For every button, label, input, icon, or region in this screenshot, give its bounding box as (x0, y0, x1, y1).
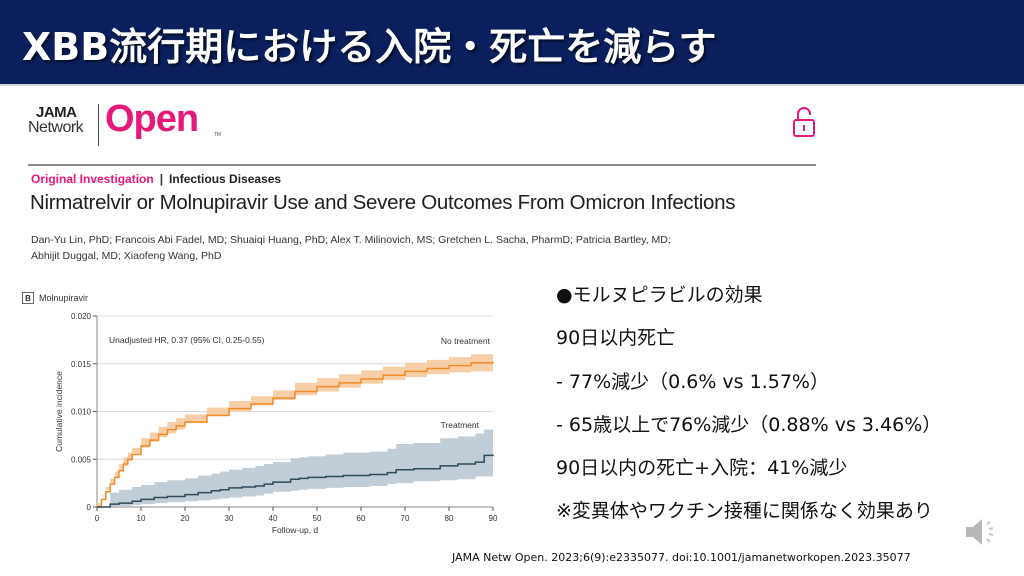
treatment-ci-band (97, 428, 493, 507)
y-tick-label: 0.020 (71, 312, 92, 321)
logo-open: Open (105, 98, 199, 140)
article-title: Nirmatrelvir or Molnupiravir Use and Sev… (30, 191, 736, 214)
y-tick-label: 0.010 (71, 408, 92, 417)
speaker-icon[interactable] (962, 516, 1000, 548)
y-tick-label: 0.015 (71, 360, 92, 369)
summary-item: - 65歳以上で76%減少（0.88% vs 3.46%） (556, 414, 942, 436)
x-tick-label: 0 (95, 514, 100, 523)
logo-tm: TM (214, 132, 222, 138)
summary-item: 90日以内死亡 (556, 327, 676, 349)
y-tick-label: 0.005 (71, 455, 92, 464)
hr-annotation: Unadjusted HR, 0.37 (95% CI, 0.25-0.55) (109, 335, 265, 345)
y-axis-label: Cumulative incidence (54, 371, 64, 452)
authors-line-1: Dan-Yu Lin, PhD; Francois Abi Fadel, MD;… (31, 234, 671, 246)
series-label-no-treatment: No treatment (441, 336, 491, 346)
panel-label: B Molnupiravir (22, 292, 88, 304)
x-tick-label: 60 (357, 514, 366, 523)
cumulative-incidence-chart: 0 0.005 0.010 0.015 0.020 0 10 20 30 40 50 60 70 80 90… (54, 312, 498, 535)
logo-jama: JAMA (36, 104, 77, 121)
article-category: Original Investigation | Infectious Diseas… (31, 172, 281, 186)
summary-item: - 77%減少（0.6% vs 1.57%） (556, 371, 829, 393)
summary-heading: ●モルヌピラビルの効果 (556, 284, 763, 306)
x-tick-label: 30 (225, 514, 234, 523)
open-lock-icon (793, 107, 815, 137)
series-label-treatment: Treatment (441, 420, 480, 430)
summary-item: ※変異体やワクチン接種に関係なく効果あり (556, 500, 933, 522)
panel-letter: B (22, 292, 34, 304)
x-axis-label: Follow-up, d (272, 525, 319, 535)
x-tick-label: 90 (489, 514, 498, 523)
category-primary: Original Investigation (31, 172, 154, 186)
category-secondary: Infectious Diseases (169, 172, 282, 186)
slide-title: XBB流行期における入院・死亡を減らす (22, 25, 717, 69)
title-bar: XBB流行期における入院・死亡を減らす (0, 0, 1024, 86)
no-treatment-curve (97, 361, 494, 508)
x-tick-label: 50 (313, 514, 322, 523)
summary-item: 90日以内の死亡+入院：41%減少 (556, 457, 848, 479)
x-tick-label: 20 (181, 514, 190, 523)
x-tick-label: 70 (401, 514, 410, 523)
treatment-curve (97, 454, 494, 508)
y-tick-label: 0 (87, 503, 92, 512)
panel-name: Molnupiravir (39, 293, 89, 303)
logo-network: Network (28, 119, 84, 136)
citation: JAMA Netw Open. 2023;6(9):e2335077. doi:… (452, 551, 911, 564)
authors-line-2: Abhijit Duggal, MD; Xiaofeng Wang, PhD (31, 250, 222, 262)
header-divider (28, 164, 816, 166)
category-separator: | (159, 172, 164, 186)
logo-divider (98, 104, 99, 146)
x-tick-label: 10 (137, 514, 146, 523)
x-tick-label: 40 (269, 514, 278, 523)
author-list: Dan-Yu Lin, PhD; Francois Abi Fadel, MD;… (31, 232, 711, 264)
x-tick-label: 80 (445, 514, 454, 523)
